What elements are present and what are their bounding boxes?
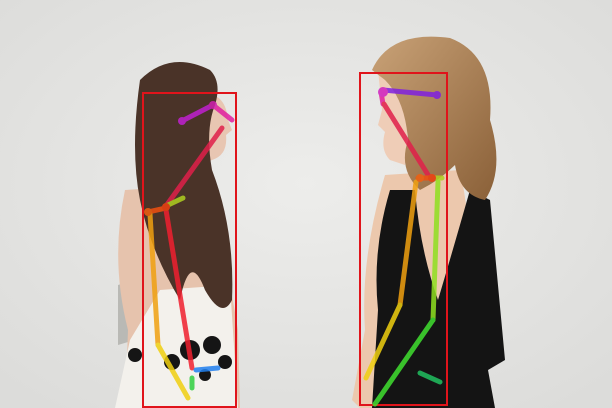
bounding-box bbox=[142, 92, 237, 408]
left-skeleton bbox=[144, 101, 235, 401]
keypoints bbox=[378, 87, 441, 182]
hair bbox=[372, 36, 497, 200]
bounding-box bbox=[359, 72, 448, 406]
dress bbox=[372, 190, 505, 408]
right-skeleton bbox=[363, 87, 445, 407]
keypoints bbox=[144, 101, 217, 216]
